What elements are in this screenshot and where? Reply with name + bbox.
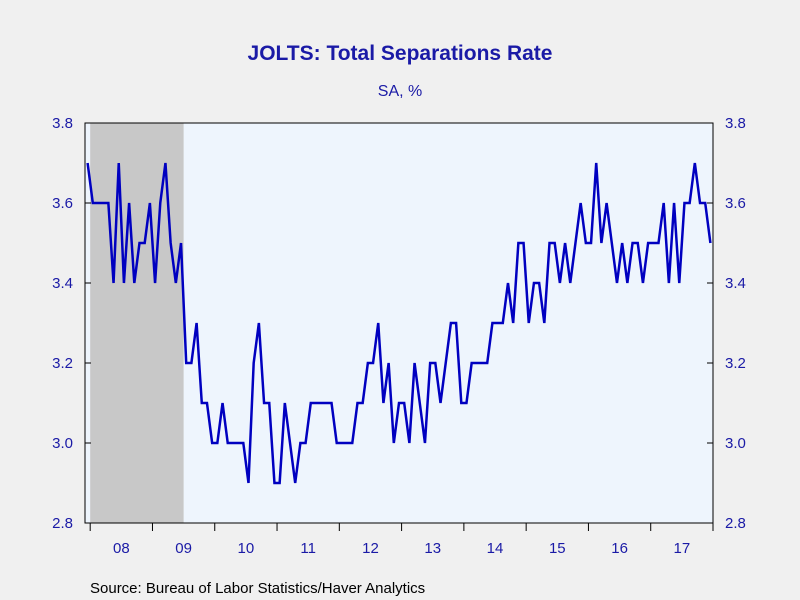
y-tick-label-right: 3.4	[725, 275, 746, 292]
x-tick-label: 09	[175, 540, 192, 557]
chart-title: JOLTS: Total Separations Rate	[248, 42, 553, 65]
series-line	[86, 162, 712, 485]
x-tick-label: 08	[113, 540, 130, 557]
y-tick-label-right: 3.2	[725, 355, 746, 372]
y-tick-label-right: 3.6	[725, 195, 746, 212]
plot-frame	[84, 122, 714, 524]
y-tick-label-left: 3.4	[52, 275, 73, 292]
x-tick-label: 15	[549, 540, 566, 557]
x-tick-label: 11	[300, 540, 316, 557]
x-tick-label: 17	[674, 540, 691, 557]
y-tick-label-right: 2.8	[725, 515, 746, 532]
y-tick-label-right: 3.0	[725, 435, 746, 452]
x-tick-label: 12	[362, 540, 379, 557]
plot-area	[85, 123, 713, 523]
y-tick-label-left: 3.0	[52, 435, 73, 452]
x-tick-label: 10	[238, 540, 255, 557]
y-tick-label-left: 2.8	[52, 515, 73, 532]
x-tick-label: 13	[424, 540, 441, 557]
chart-subtitle: SA, %	[378, 83, 422, 100]
x-tick-label: 14	[487, 540, 504, 557]
y-tick-label-left: 3.6	[52, 195, 73, 212]
recession-shading	[90, 123, 184, 523]
source-note: Source: Bureau of Labor Statistics/Haver…	[90, 580, 425, 597]
y-tick-label-left: 3.2	[52, 355, 73, 372]
x-tick-label: 16	[611, 540, 628, 557]
y-tick-label-right: 3.8	[725, 115, 746, 132]
y-tick-label-left: 3.8	[52, 115, 73, 132]
